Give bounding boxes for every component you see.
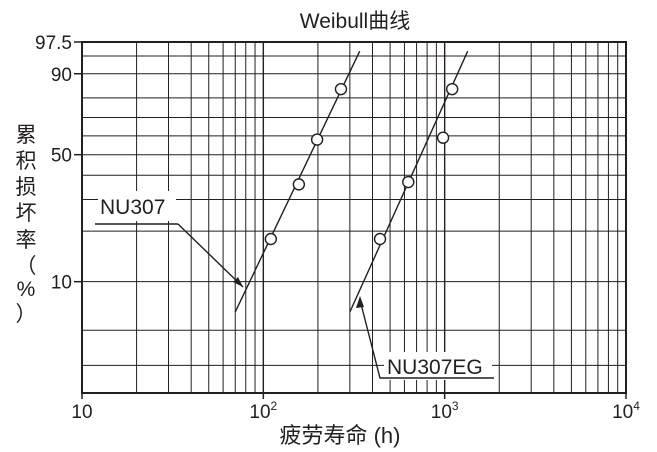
leader-line bbox=[359, 299, 494, 379]
data-point bbox=[334, 82, 348, 96]
y-axis-label-char: （ bbox=[16, 255, 37, 278]
y-axis-ticks: 97.5 90 50 10 bbox=[35, 33, 82, 294]
grid bbox=[82, 42, 626, 393]
y-axis-label-char: 积 bbox=[16, 150, 37, 173]
y-tick-label: 97.5 bbox=[35, 33, 72, 54]
x-tick-exponent: 4 bbox=[633, 399, 640, 413]
y-axis-label-char: 累 bbox=[16, 124, 37, 147]
series-labels: NU307 NU307EG bbox=[95, 191, 494, 380]
data-point bbox=[292, 178, 306, 191]
data-point bbox=[436, 131, 450, 144]
chart-title: Weibull曲线 bbox=[300, 10, 410, 33]
y-axis-label-char: 损 bbox=[16, 176, 37, 199]
x-tick-label: 10 bbox=[71, 402, 92, 423]
data-point bbox=[373, 232, 387, 246]
x-tick-exponent: 2 bbox=[271, 399, 278, 413]
y-tick-label: 90 bbox=[51, 65, 72, 86]
plot-frame bbox=[81, 41, 627, 394]
x-tick-exponent: 3 bbox=[452, 399, 459, 413]
data-point bbox=[445, 82, 459, 96]
y-axis-label-char: ） bbox=[16, 303, 37, 326]
y-axis-label-char: % bbox=[17, 278, 36, 301]
x-tick-label: 103 bbox=[431, 399, 459, 423]
x-axis-label: 疲劳寿命 (h) bbox=[279, 423, 400, 448]
arrowhead bbox=[233, 277, 243, 287]
series-label-nu307: NU307 bbox=[100, 196, 165, 219]
label-background bbox=[384, 352, 492, 380]
y-axis-label-char: 率 bbox=[16, 229, 37, 252]
series-layer bbox=[234, 50, 469, 313]
y-tick-label: 50 bbox=[51, 146, 72, 167]
label-background bbox=[98, 191, 176, 221]
data-point bbox=[264, 232, 278, 246]
x-tick-label: 102 bbox=[249, 399, 277, 423]
data-point bbox=[310, 133, 324, 146]
x-axis-ticks: 10 102 103 104 bbox=[71, 393, 640, 423]
x-tick-label: 104 bbox=[612, 399, 640, 423]
y-axis-label-char: 坏 bbox=[16, 202, 37, 225]
data-point bbox=[402, 175, 415, 189]
y-tick-label: 10 bbox=[51, 273, 72, 294]
series-label-nu307eg: NU307EG bbox=[387, 356, 483, 379]
leader-line bbox=[177, 223, 244, 288]
arrowhead bbox=[356, 296, 364, 308]
